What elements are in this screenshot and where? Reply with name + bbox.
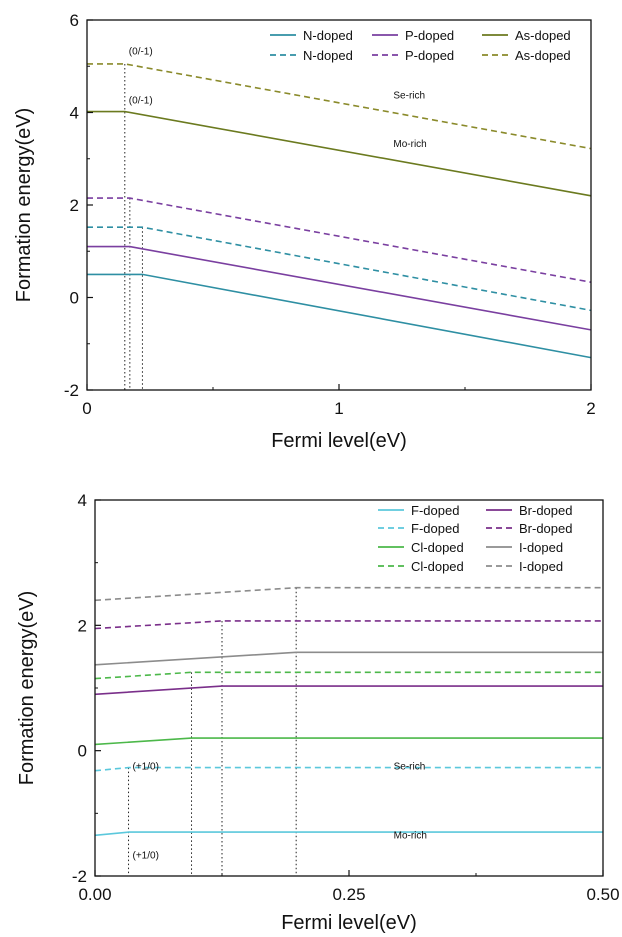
series-line-1 <box>94 766 603 772</box>
x-tick-label: 0 <box>82 399 91 418</box>
series-line-1 <box>87 245 592 331</box>
legend-label: I-doped <box>519 540 563 555</box>
legend-label: P-doped <box>405 28 454 43</box>
y-tick-label: 2 <box>78 616 87 635</box>
y-tick-label: 6 <box>70 11 79 30</box>
plot-frame <box>86 19 592 391</box>
x-tick-label: 0.25 <box>332 885 365 904</box>
y-tick-label: -2 <box>64 381 79 400</box>
y-tick-label: 4 <box>70 104 79 123</box>
legend-label: Br-doped <box>519 521 572 536</box>
x-tick-label: 0.50 <box>586 885 619 904</box>
y-tick-label: -2 <box>72 867 87 886</box>
x-tick-label: 0.00 <box>78 885 111 904</box>
legend-label: F-doped <box>411 503 459 518</box>
annotation-label: (+1/0) <box>133 761 159 772</box>
legend-label: N-doped <box>303 28 353 43</box>
legend-label: As-doped <box>515 28 571 43</box>
y-tick-label: 0 <box>78 742 87 761</box>
annotation-label: (+1/0) <box>133 850 159 861</box>
y-tick-label: 0 <box>70 289 79 308</box>
annotation-label: Mo-rich <box>394 830 427 841</box>
y-axis-label: Formation energy(eV) <box>16 591 38 786</box>
annotation-label: (0/-1) <box>129 47 153 58</box>
legend-label: Cl-doped <box>411 559 464 574</box>
series-line-6 <box>94 651 603 666</box>
annotation-label: Se-rich <box>394 761 426 772</box>
legend-label: P-doped <box>405 48 454 63</box>
series-line-5 <box>94 620 603 630</box>
series-line-2 <box>94 737 603 746</box>
legend-label: I-doped <box>519 559 563 574</box>
legend-label: As-doped <box>515 48 571 63</box>
legend-label: N-doped <box>303 48 353 63</box>
series-line-3 <box>87 226 592 312</box>
annotation-label: Mo-rich <box>393 139 426 150</box>
y-axis-label: Formation energy(eV) <box>13 108 35 303</box>
x-tick-label: 1 <box>334 399 343 418</box>
x-tick-label: 2 <box>586 399 595 418</box>
annotation-label: Se-rich <box>393 91 425 102</box>
legend-label: Br-doped <box>519 503 572 518</box>
x-axis-label: Fermi level(eV) <box>271 430 407 452</box>
series-line-5 <box>87 63 592 150</box>
series-line-4 <box>87 197 592 283</box>
series-line-2 <box>87 110 592 197</box>
legend-label: F-doped <box>411 521 459 536</box>
legend-label: Cl-doped <box>411 540 464 555</box>
x-axis-label: Fermi level(eV) <box>281 912 417 934</box>
series-line-4 <box>94 685 603 696</box>
y-tick-label: 4 <box>78 491 87 510</box>
series-line-7 <box>94 586 603 602</box>
plot-frame <box>94 499 604 877</box>
series-line-0 <box>87 273 592 359</box>
series-line-3 <box>94 671 603 680</box>
chart-bottom: 0.00 0.25 0.50 -2 0 2 4 Fermi level(eV) Formatio… <box>16 491 620 934</box>
series-line-0 <box>94 831 603 837</box>
y-tick-label: 2 <box>70 196 79 215</box>
annotation-label: (0/-1) <box>129 95 153 106</box>
